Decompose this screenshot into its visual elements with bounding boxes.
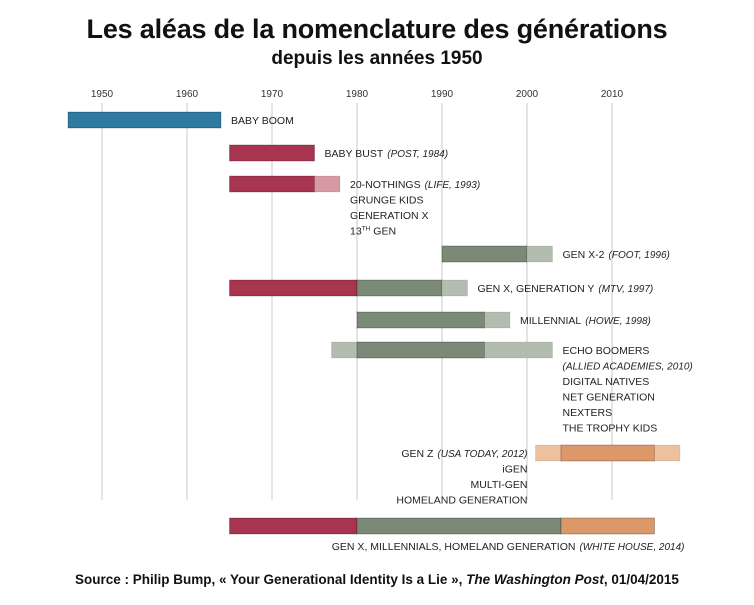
row-label: GEN Z (USA TODAY, 2012) — [401, 448, 527, 460]
row-label: DIGITAL NATIVES — [563, 376, 650, 388]
row-source: (WHITE HOUSE, 2014) — [579, 542, 684, 553]
bar-segment — [535, 444, 562, 462]
bar-segment — [441, 279, 468, 297]
source-suffix: , 01/04/2015 — [603, 572, 679, 587]
row-label: 20-NOTHINGS (LIFE, 1993) — [350, 179, 480, 191]
row-label: MULTI-GEN — [471, 479, 528, 491]
row-label: NEXTERS — [563, 407, 613, 419]
row-label: BABY BUST (POST, 1984) — [325, 148, 449, 160]
x-axis-ticks: 1950 1960 1970 1980 1990 2000 2010 — [91, 89, 624, 100]
row-source: (LIFE, 1993) — [425, 180, 481, 191]
row-label: MILLENNIAL (HOWE, 1998) — [520, 315, 651, 327]
bar-segment — [229, 279, 358, 297]
row-label: GEN X-2 (FOOT, 1996) — [563, 249, 670, 261]
row-label: 13TH GEN — [350, 226, 396, 238]
row-source: (ALLIED ACADEMIES, 2010) — [563, 362, 693, 373]
grid-lines — [101, 103, 613, 500]
bar-segment — [229, 517, 358, 535]
row-label: ECHO BOOMERS — [563, 345, 650, 357]
bar-segment — [356, 341, 485, 359]
bar-segment — [560, 444, 655, 462]
x-tick-label: 2010 — [601, 89, 624, 100]
bar-segment — [331, 341, 358, 359]
row-label: GEN X, GENERATION Y (MTV, 1997) — [478, 283, 654, 295]
row-label: HOMELAND GENERATION — [396, 495, 527, 507]
x-tick-label: 1960 — [176, 89, 199, 100]
x-tick-label: 1970 — [261, 89, 284, 100]
bar-segment — [441, 245, 528, 263]
row-label: BABY BOOM — [231, 115, 294, 127]
row-labels: BABY BOOM BABY BUST (POST, 1984) 20-NOTHING… — [231, 115, 693, 553]
bar-segment — [484, 341, 553, 359]
x-tick-label: 2000 — [516, 89, 539, 100]
row-source: (MTV, 1997) — [598, 284, 653, 295]
row-label: GENERATION X — [350, 210, 429, 222]
bar-segment — [356, 517, 562, 535]
x-tick-label: 1980 — [346, 89, 369, 100]
bar-segment — [526, 245, 553, 263]
bar-segment — [356, 279, 443, 297]
bar-segment — [560, 517, 655, 535]
row-label: GRUNGE KIDS — [350, 195, 424, 207]
row-label: iGEN — [502, 464, 527, 476]
x-tick-label: 1950 — [91, 89, 114, 100]
chart-subtitle: depuis les années 1950 — [271, 48, 483, 69]
bar-segment — [67, 111, 222, 129]
bar-segment — [229, 175, 315, 193]
x-tick-label: 1990 — [431, 89, 454, 100]
row-label: NET GENERATION — [563, 392, 655, 404]
bar-segment — [314, 175, 341, 193]
row-label: THE TROPHY KIDS — [563, 423, 658, 435]
source-publication: The Washington Post — [466, 572, 604, 587]
row-source: (HOWE, 1998) — [585, 316, 651, 327]
bars — [67, 111, 681, 535]
row-source: (FOOT, 1996) — [609, 250, 670, 261]
bar-segment — [229, 144, 315, 162]
bar-segment — [356, 311, 485, 329]
row-label: GEN X, MILLENNIALS, HOMELAND GENERATION(… — [332, 541, 685, 553]
chart-title: Les aléas de la nomenclature des générat… — [86, 14, 668, 44]
bar-segment — [654, 444, 681, 462]
bar-segment — [484, 311, 511, 329]
source-citation: Source : Philip Bump, « Your Generationa… — [0, 572, 754, 587]
row-source: (POST, 1984) — [387, 149, 448, 160]
source-prefix: Source : Philip Bump, « Your Generationa… — [75, 572, 467, 587]
row-source: (USA TODAY, 2012) — [437, 449, 527, 460]
